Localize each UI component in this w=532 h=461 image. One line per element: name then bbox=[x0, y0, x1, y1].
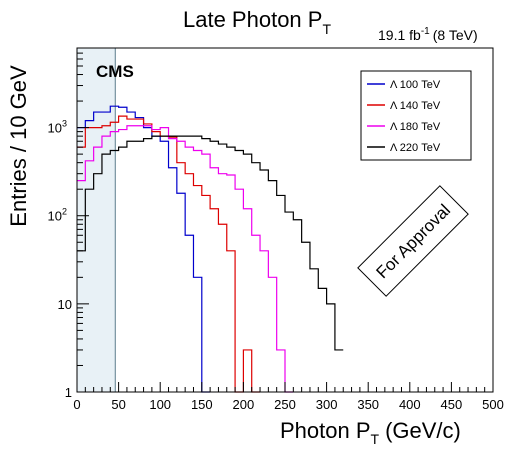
x-tick-label: 50 bbox=[111, 397, 125, 412]
legend: Λ 100 TeV Λ 140 TeV Λ 180 TeV Λ 220 TeV bbox=[360, 70, 472, 161]
x-tick-label: 0 bbox=[73, 397, 80, 412]
legend-box bbox=[360, 70, 472, 161]
x-tick-label: 300 bbox=[316, 397, 338, 412]
series-line-4 bbox=[77, 135, 344, 351]
x-tick-label: 400 bbox=[399, 397, 421, 412]
x-axis-label-unit: (GeV/c) bbox=[385, 418, 461, 443]
y-tick-label: 10 bbox=[58, 297, 72, 312]
legend-items: Λ 100 TeV Λ 140 TeV Λ 180 TeV Λ 220 TeV bbox=[367, 79, 441, 154]
luminosity-exponent: -1 bbox=[421, 26, 430, 37]
y-tick-label: 1 bbox=[65, 385, 72, 400]
series-line-3 bbox=[77, 125, 294, 393]
x-axis-label: Photon PT (GeV/c) bbox=[280, 418, 461, 447]
y-tick-label: 103 bbox=[48, 119, 67, 136]
legend-entry-label: Λ 100 TeV bbox=[390, 79, 441, 91]
x-tick-label: 250 bbox=[274, 397, 296, 412]
x-tick-label: 500 bbox=[482, 397, 504, 412]
y-axis-label: Entries / 10 GeV bbox=[6, 65, 31, 227]
legend-entry-label: Λ 220 TeV bbox=[390, 142, 441, 154]
approval-stamp: For Approval bbox=[357, 185, 469, 297]
legend-entry-label: Λ 180 TeV bbox=[390, 121, 441, 133]
series-line-2 bbox=[77, 115, 261, 393]
shaded-region bbox=[77, 48, 116, 392]
x-tick-label: 100 bbox=[149, 397, 171, 412]
histogram-series bbox=[77, 105, 344, 393]
chart-title: Late Photon PT bbox=[183, 7, 331, 37]
y-tick-label: 102 bbox=[48, 207, 67, 224]
axes: 0 50 100 150 200 250 300 350 400 450 500 1 10 102 103 bbox=[48, 47, 504, 412]
x-axis-label-subscript: T bbox=[371, 431, 380, 447]
series-line-1 bbox=[77, 105, 211, 393]
luminosity-label: 19.1 fb-1 (8 TeV) bbox=[378, 26, 478, 43]
chart-title-subscript: T bbox=[322, 21, 331, 37]
x-tick-label: 350 bbox=[357, 397, 379, 412]
luminosity-energy: (8 TeV) bbox=[433, 27, 478, 43]
cms-label: CMS bbox=[96, 62, 134, 81]
shaded-region-fill bbox=[77, 48, 116, 392]
x-tick-label: 200 bbox=[233, 397, 255, 412]
legend-entry-label: Λ 140 TeV bbox=[390, 100, 441, 112]
x-tick-label: 450 bbox=[441, 397, 463, 412]
x-tick-label: 150 bbox=[191, 397, 213, 412]
approval-stamp-box bbox=[357, 185, 469, 297]
